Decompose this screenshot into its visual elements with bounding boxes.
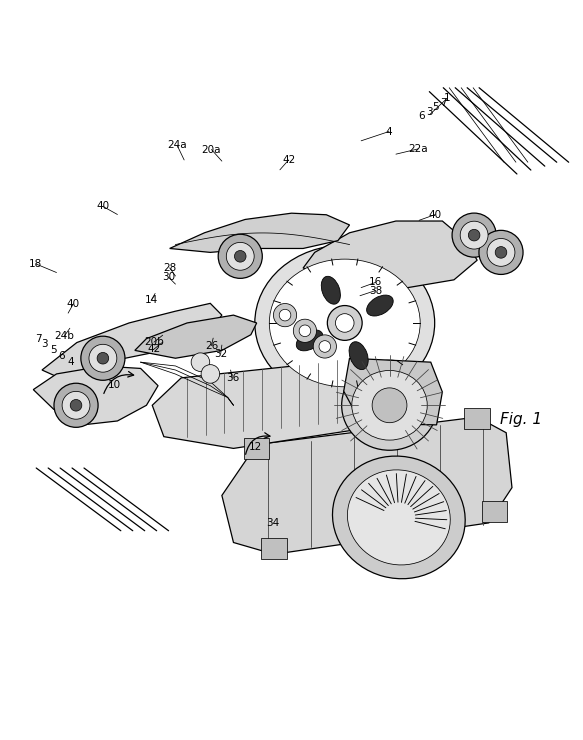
Text: 26: 26 [205, 340, 218, 351]
FancyBboxPatch shape [465, 408, 490, 429]
Ellipse shape [367, 295, 393, 316]
Polygon shape [152, 358, 425, 448]
Polygon shape [170, 213, 350, 252]
Polygon shape [303, 221, 477, 288]
Text: 40: 40 [67, 299, 80, 309]
Text: 16: 16 [369, 278, 382, 287]
Text: 24b: 24b [54, 332, 74, 341]
Text: 18: 18 [29, 259, 42, 269]
Ellipse shape [296, 330, 323, 351]
Text: 28: 28 [163, 263, 176, 273]
Circle shape [319, 340, 331, 352]
Circle shape [273, 303, 297, 327]
Text: 5: 5 [432, 102, 439, 112]
Circle shape [293, 319, 317, 343]
Text: 12: 12 [248, 443, 262, 452]
Ellipse shape [321, 276, 340, 304]
Circle shape [89, 344, 117, 372]
Circle shape [97, 352, 108, 364]
Text: 20a: 20a [202, 144, 221, 155]
Text: 4: 4 [68, 357, 74, 367]
Circle shape [460, 221, 488, 249]
FancyBboxPatch shape [244, 438, 269, 459]
Text: 3: 3 [41, 340, 48, 349]
Text: 42: 42 [282, 155, 295, 165]
Text: 40: 40 [429, 209, 442, 220]
Circle shape [313, 335, 336, 358]
Circle shape [479, 230, 523, 275]
Text: 14: 14 [145, 295, 158, 306]
Ellipse shape [349, 342, 368, 369]
Text: 6: 6 [58, 351, 65, 361]
Text: 10: 10 [108, 380, 121, 390]
Circle shape [62, 391, 90, 419]
Text: 36: 36 [226, 372, 239, 383]
Text: 38: 38 [369, 286, 382, 295]
Text: 7: 7 [440, 98, 447, 108]
Circle shape [468, 229, 480, 241]
Ellipse shape [352, 371, 427, 440]
Text: 3: 3 [426, 107, 433, 117]
Text: 34: 34 [266, 517, 280, 528]
Text: 40: 40 [96, 201, 110, 212]
Text: Fig. 1: Fig. 1 [500, 412, 542, 427]
FancyBboxPatch shape [482, 501, 507, 522]
Text: 20b: 20b [144, 337, 164, 347]
Text: 6: 6 [418, 111, 425, 121]
Ellipse shape [347, 470, 450, 565]
Text: 4: 4 [386, 127, 392, 136]
Circle shape [487, 238, 515, 266]
Circle shape [54, 383, 98, 427]
Circle shape [70, 400, 82, 411]
Circle shape [201, 365, 220, 383]
Text: 22a: 22a [408, 144, 428, 154]
FancyBboxPatch shape [261, 538, 287, 559]
Text: 1: 1 [444, 93, 450, 104]
Polygon shape [33, 366, 158, 425]
Text: 30: 30 [162, 272, 175, 282]
Circle shape [372, 388, 407, 423]
Text: 7: 7 [34, 334, 41, 343]
Polygon shape [344, 358, 442, 425]
Circle shape [495, 246, 507, 258]
Circle shape [327, 306, 362, 340]
Polygon shape [135, 315, 257, 358]
Ellipse shape [255, 245, 435, 400]
Text: 32: 32 [214, 349, 227, 359]
Circle shape [218, 235, 262, 278]
Polygon shape [222, 417, 512, 554]
Text: 5: 5 [50, 346, 57, 355]
Circle shape [299, 325, 311, 337]
Circle shape [452, 213, 496, 258]
Polygon shape [42, 303, 222, 378]
Text: 42: 42 [147, 344, 160, 354]
Circle shape [226, 243, 254, 270]
Text: 24a: 24a [167, 141, 187, 150]
Ellipse shape [269, 259, 420, 387]
Circle shape [279, 309, 291, 321]
Circle shape [335, 314, 354, 332]
Ellipse shape [332, 456, 465, 579]
Circle shape [81, 336, 125, 380]
Circle shape [191, 353, 210, 371]
Circle shape [234, 251, 246, 262]
Ellipse shape [342, 360, 437, 450]
